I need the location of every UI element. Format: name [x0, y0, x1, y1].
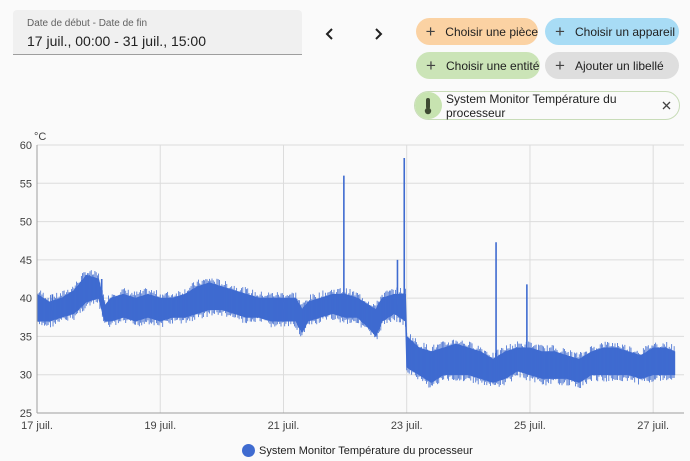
choose-device-button[interactable]: + Choisir un appareil [545, 18, 679, 45]
plus-icon: + [426, 56, 436, 75]
x-tick-label: 27 juil. [637, 420, 669, 432]
close-icon [662, 101, 670, 109]
next-period-button[interactable] [364, 20, 392, 48]
x-tick-label: 25 juil. [514, 420, 546, 432]
remove-entity-button[interactable] [659, 98, 673, 112]
y-tick-label: 30 [20, 370, 32, 382]
chart-series[interactable] [36, 158, 676, 388]
y-tick-label: 40 [20, 293, 32, 305]
y-axis-unit: °C [34, 131, 46, 143]
y-tick-label: 35 [20, 331, 32, 343]
choose-area-label: Choisir une pièce [445, 24, 538, 39]
legend-label: System Monitor Température du processeur [259, 444, 473, 457]
date-range-value: 17 juil., 00:00 - 31 juil., 15:00 [27, 33, 207, 49]
chart-legend[interactable]: System Monitor Température du processeur [242, 444, 473, 457]
plus-icon: + [425, 22, 436, 41]
y-tick-label: 45 [20, 255, 32, 267]
previous-period-button[interactable] [316, 20, 344, 48]
x-tick-label: 19 juil. [144, 420, 176, 432]
x-tick-label: 17 juil. [21, 420, 53, 432]
history-chart[interactable]: 25 30 35 40 45 50 55 60 17 juil. 19 juil. 21 juil.… [0, 128, 690, 438]
x-tick-label: 21 juil. [268, 420, 300, 432]
date-range-picker[interactable]: Date de début - Date de fin 17 juil., 00… [13, 10, 302, 55]
y-tick-label: 50 [20, 217, 32, 229]
chevron-right-icon [375, 28, 383, 40]
y-tick-label: 60 [20, 140, 32, 152]
x-tick-label: 23 juil. [391, 420, 423, 432]
legend-color-dot [242, 444, 255, 457]
y-tick-label: 55 [20, 178, 32, 190]
choose-device-label: Choisir un appareil [575, 24, 676, 39]
chart-axes: 25 30 35 40 45 50 55 60 17 juil. 19 juil. 21 juil.… [20, 131, 684, 432]
add-label-label: Ajouter un libellé [575, 58, 664, 73]
thermometer-icon [415, 92, 442, 119]
plus-icon: + [555, 22, 565, 41]
choose-entity-label: Choisir une entité [446, 58, 540, 73]
selected-entity-chip[interactable]: System Monitor Température du processeur [414, 91, 680, 120]
chevron-left-icon [325, 28, 333, 40]
plus-icon: + [555, 56, 565, 75]
date-range-label: Date de début - Date de fin [27, 18, 148, 29]
choose-area-button[interactable]: + Choisir une pièce [416, 18, 538, 45]
add-label-button[interactable]: + Ajouter un libellé [545, 52, 679, 79]
choose-entity-button[interactable]: + Choisir une entité [416, 52, 540, 79]
y-tick-label: 25 [20, 408, 32, 420]
selected-entity-name: System Monitor Température du processeur [445, 91, 617, 120]
